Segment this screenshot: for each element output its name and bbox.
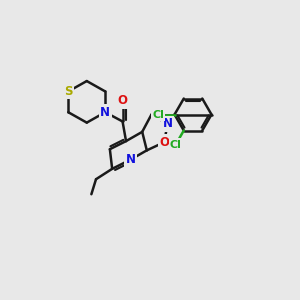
Text: O: O xyxy=(159,136,169,149)
Text: Cl: Cl xyxy=(170,140,182,149)
Text: N: N xyxy=(163,117,172,130)
Text: Cl: Cl xyxy=(152,110,164,119)
Text: N: N xyxy=(126,153,136,166)
Text: N: N xyxy=(100,106,110,119)
Text: S: S xyxy=(64,85,73,98)
Text: O: O xyxy=(118,94,128,107)
